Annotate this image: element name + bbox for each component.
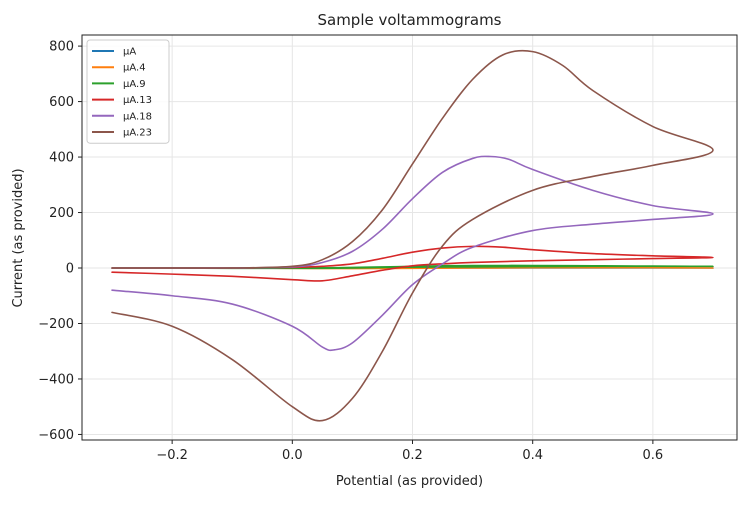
legend-label: µA.18 xyxy=(123,111,152,122)
legend-label: µA.23 xyxy=(123,128,152,139)
y-tick-label: 400 xyxy=(49,151,74,166)
x-axis-label: Potential (as provided) xyxy=(336,474,483,489)
series-line-3 xyxy=(111,264,714,270)
x-tick-label: 0.4 xyxy=(522,448,543,463)
axis-ticks: −0.2 0.0 0.2 0.4 0.6 −600 −400 −200 0 200 400 600 80… xyxy=(38,40,663,463)
legend: µA µA.4 µA.9 µA.13 µA.18 µA.23 xyxy=(86,39,170,144)
series-lines xyxy=(111,49,714,422)
y-axis-label: Current (as provided) xyxy=(11,168,26,307)
series-line-4 xyxy=(111,245,714,282)
x-tick-label: 0.0 xyxy=(282,448,303,463)
legend-label: µA.13 xyxy=(123,95,152,106)
chart-title: Sample voltammograms xyxy=(317,11,501,29)
plot-frame xyxy=(81,34,738,441)
legend-label: µA.4 xyxy=(123,63,146,74)
legend-box xyxy=(86,39,170,144)
y-tick-label: −200 xyxy=(38,317,74,332)
x-tick-label: 0.6 xyxy=(643,448,664,463)
y-tick-label: 600 xyxy=(49,95,74,110)
y-tick-label: −400 xyxy=(38,372,74,387)
y-tick-label: 0 xyxy=(66,262,74,277)
series-line-6 xyxy=(111,49,714,422)
series-line-5 xyxy=(111,155,714,352)
x-tick-label: 0.2 xyxy=(402,448,423,463)
legend-label: µA.9 xyxy=(123,79,146,90)
legend-label: µA xyxy=(123,47,136,58)
y-tick-label: 200 xyxy=(49,206,74,221)
x-tick-label: −0.2 xyxy=(156,448,188,463)
y-tick-label: −600 xyxy=(38,428,74,443)
y-tick-label: 800 xyxy=(49,40,74,55)
